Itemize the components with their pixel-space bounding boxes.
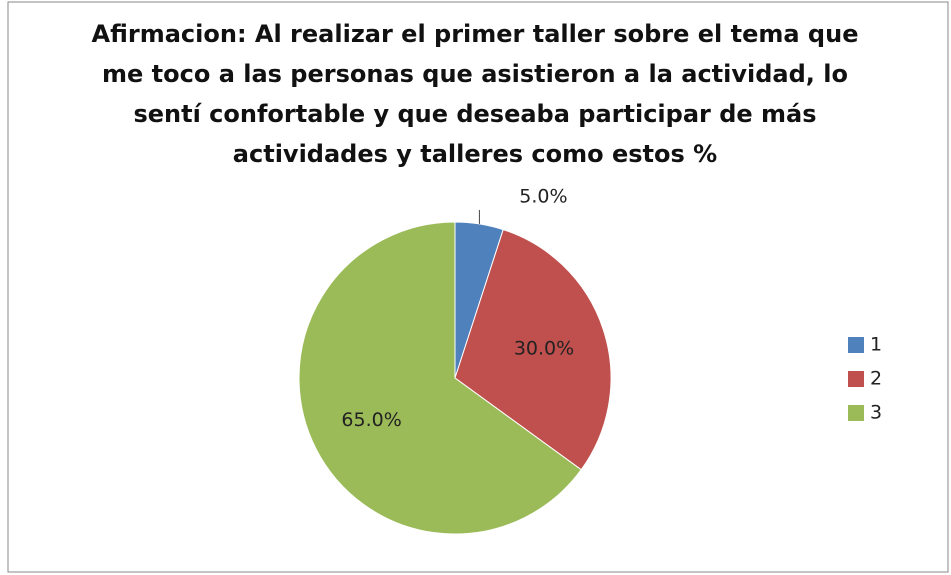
pie-slice xyxy=(454,229,612,471)
pie-slice xyxy=(298,221,582,535)
legend-label: 3 xyxy=(870,402,882,424)
legend-label: 2 xyxy=(870,368,882,390)
legend-swatch xyxy=(848,405,864,421)
data-label: 5.0% xyxy=(519,185,567,207)
data-label: 30.0% xyxy=(514,338,574,360)
chart-title: Afirmacion: Al realizar el primer taller… xyxy=(91,20,859,168)
data-label: 65.0% xyxy=(341,409,401,431)
legend-swatch xyxy=(848,337,864,353)
legend-label: 1 xyxy=(870,334,882,356)
legend-swatch xyxy=(848,371,864,387)
